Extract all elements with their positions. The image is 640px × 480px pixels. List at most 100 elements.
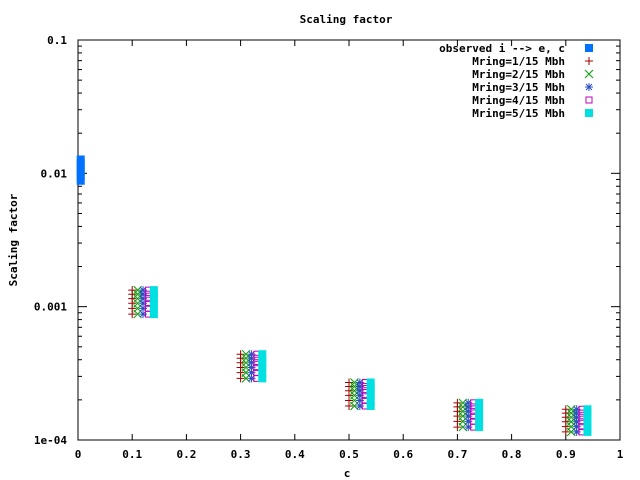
data-point	[464, 412, 473, 421]
x-axis-label: c	[344, 467, 351, 480]
data-point	[355, 401, 364, 410]
data-point	[355, 391, 364, 400]
axis-ticks	[77, 39, 621, 441]
data-point	[149, 304, 158, 313]
legend-marker	[585, 96, 593, 104]
data-point	[572, 413, 581, 422]
data-point	[149, 286, 158, 295]
data-point	[366, 401, 375, 410]
data-point	[464, 402, 473, 411]
data-point	[258, 368, 267, 377]
data-point	[149, 294, 158, 303]
data-point	[76, 176, 85, 185]
data-point	[258, 358, 267, 367]
data-point	[247, 358, 256, 367]
data-point	[464, 423, 473, 432]
data-point	[355, 378, 364, 387]
legend-label: Mring=5/15 Mbh	[472, 107, 565, 120]
legend-marker	[585, 57, 593, 65]
data-point	[583, 405, 592, 414]
series-6	[149, 286, 592, 436]
data-point	[76, 155, 85, 164]
data-point	[475, 412, 484, 421]
data-point	[345, 378, 353, 387]
data-point	[236, 350, 245, 359]
legend-label: observed i --> e, c	[439, 42, 565, 55]
data-point	[258, 350, 267, 359]
data-point	[366, 396, 375, 405]
data-point	[464, 407, 473, 416]
y-tick-label: 1e-04	[34, 434, 67, 447]
x-tick-label: 0.4	[285, 448, 305, 461]
data-point	[247, 368, 256, 377]
series-1	[76, 155, 85, 185]
data-point	[355, 396, 364, 405]
data-point	[76, 159, 85, 168]
x-tick-label: 0.7	[447, 448, 467, 461]
data-point	[475, 407, 484, 416]
y-tick-label: 0.001	[34, 301, 67, 314]
data-point	[76, 168, 85, 177]
data-point	[583, 417, 592, 426]
legend-marker	[585, 44, 593, 52]
data-point	[475, 423, 484, 432]
x-tick-label: 0.9	[556, 448, 576, 461]
data-point	[475, 417, 484, 426]
x-tick-label: 0.6	[393, 448, 413, 461]
data-point	[475, 402, 484, 411]
data-point	[76, 172, 85, 181]
data-point	[258, 354, 267, 363]
data-point	[572, 417, 581, 426]
data-point	[76, 163, 85, 172]
data-point	[128, 286, 137, 295]
y-axis-label: Scaling factor	[7, 193, 20, 286]
data-point	[247, 350, 256, 359]
legend-label: Mring=3/15 Mbh	[472, 81, 565, 94]
y-tick-label: 0.1	[47, 34, 67, 47]
x-tick-label: 0.5	[339, 448, 359, 461]
data-point	[583, 427, 592, 436]
series-3	[133, 285, 576, 437]
data-point	[366, 378, 375, 387]
x-tick-label: 1	[617, 448, 624, 461]
data-point	[139, 286, 148, 295]
data-point	[258, 374, 267, 383]
series-5	[144, 286, 586, 436]
data-point	[572, 427, 581, 436]
data-point	[149, 299, 158, 308]
x-tick-label: 0.1	[122, 448, 142, 461]
legend-label: Mring=1/15 Mbh	[472, 55, 565, 68]
chart-title: Scaling factor	[300, 13, 393, 26]
data-point	[464, 398, 473, 407]
data-point	[583, 422, 592, 431]
data-point	[583, 413, 592, 422]
legend-marker	[585, 109, 593, 117]
data-point	[139, 290, 148, 299]
series-4	[139, 286, 581, 436]
y-tick-label: 0.01	[41, 167, 68, 180]
data-points	[76, 155, 592, 437]
data-point	[453, 398, 462, 407]
data-point	[139, 310, 148, 319]
data-point	[139, 304, 148, 313]
x-tick-label: 0.3	[231, 448, 251, 461]
data-point	[258, 363, 267, 372]
data-point	[139, 299, 148, 308]
legend-label: Mring=4/15 Mbh	[472, 94, 565, 107]
data-point	[572, 422, 581, 431]
x-tick-label: 0	[75, 448, 82, 461]
data-point	[366, 391, 375, 400]
data-point	[561, 405, 570, 414]
data-point	[572, 405, 581, 414]
series-2	[128, 286, 570, 436]
data-point	[464, 417, 473, 426]
data-point	[247, 374, 256, 383]
data-point	[149, 310, 158, 319]
x-tick-label: 0.8	[502, 448, 522, 461]
data-point	[149, 290, 158, 299]
data-point	[366, 386, 375, 395]
data-point	[139, 294, 148, 303]
data-point	[247, 363, 256, 372]
